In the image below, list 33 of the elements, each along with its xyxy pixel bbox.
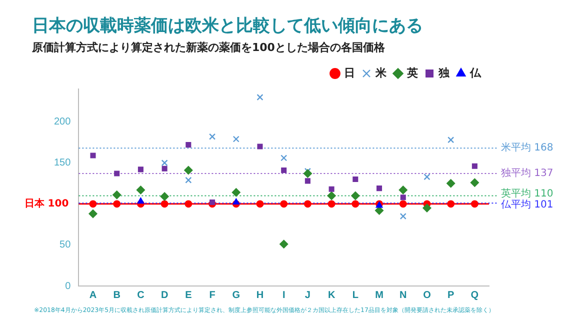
- ref-line-label: 独平均 137: [501, 167, 554, 180]
- x-tick-label: K: [328, 290, 336, 301]
- x-tick-label: B: [113, 290, 120, 301]
- x-tick-label: J: [304, 290, 310, 301]
- legend-label: 日: [344, 66, 355, 80]
- ref-line-label: 英平均 110: [501, 187, 554, 200]
- x-tick-label: L: [352, 290, 358, 301]
- x-tick-label: I: [282, 290, 286, 301]
- x-tick-label: G: [232, 290, 240, 301]
- x-tick-label: D: [160, 290, 168, 301]
- legend-label: 英: [406, 66, 418, 80]
- legend-label: 仏: [469, 66, 482, 80]
- x-tick-label: F: [209, 290, 216, 301]
- x-tick-label: O: [423, 290, 432, 301]
- ref-line-label: 日本 100: [24, 198, 69, 210]
- ref-line-label: 米平均 168: [501, 142, 554, 154]
- x-tick-label: P: [447, 290, 454, 301]
- x-tick-label: H: [256, 290, 264, 301]
- y-tick-label: 50: [60, 240, 72, 251]
- y-tick-label: 150: [54, 158, 72, 169]
- chart-subtitle: 原価計算方式により算定された新薬の薬価を100とした場合の各国価格: [32, 40, 385, 55]
- ref-line-label: 仏平均 101: [500, 198, 554, 210]
- x-tick-label: C: [137, 290, 144, 301]
- x-tick-label: E: [185, 290, 192, 301]
- y-tick-label: 0: [65, 280, 72, 292]
- x-tick-label: M: [375, 290, 384, 301]
- legend-label: 米: [374, 66, 388, 80]
- legend-label: 独: [438, 66, 450, 80]
- chart-title: 日本の収載時薬価は欧米と比較して低い傾向にある: [32, 15, 423, 37]
- x-tick-label: N: [400, 290, 407, 301]
- y-tick-label: 200: [54, 116, 72, 128]
- x-tick-label: A: [89, 290, 97, 301]
- x-tick-label: Q: [470, 290, 479, 301]
